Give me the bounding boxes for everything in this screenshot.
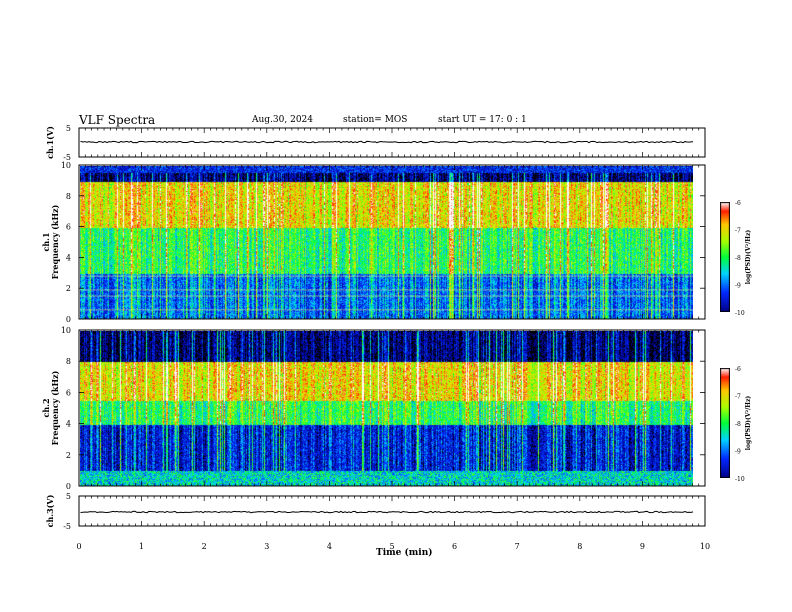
x-axis-label: Time (min): [376, 548, 433, 558]
y-axis-label: ch.2: [41, 398, 51, 417]
ch1-voltage-trace: [80, 140, 694, 144]
y-tick-label: 8: [66, 357, 71, 366]
y-axis-label: ch.3(V): [45, 494, 55, 527]
x-tick-label: 4: [327, 542, 332, 551]
ch2-spectrogram-image: [80, 331, 693, 486]
colorbar-tick-label: -8: [735, 421, 741, 428]
x-tick-label: 3: [264, 542, 269, 551]
ch3-voltage-trace: [80, 510, 694, 514]
colorbar-tick-label: -10: [735, 476, 745, 483]
y-tick-label: 10: [61, 161, 71, 170]
y-tick-label: -5: [63, 153, 71, 162]
colorbar-ch2: [720, 368, 730, 478]
y-axis-label: Frequency (kHz): [50, 204, 60, 279]
x-tick-label: 5: [389, 542, 394, 551]
colorbar-tick-label: -9: [735, 449, 741, 456]
colorbar-tick-label: -10: [735, 310, 745, 317]
x-tick-label: 10: [700, 542, 710, 551]
x-tick-label: 0: [76, 542, 81, 551]
y-tick-label: 8: [66, 192, 71, 201]
x-tick-label: 1: [139, 542, 144, 551]
y-axis-label: Frequency (kHz): [50, 370, 60, 445]
y-tick-label: 5: [66, 492, 71, 501]
colorbar-tick-label: -6: [735, 200, 741, 207]
colorbar-label: log(PSD)(V²/Hz): [745, 230, 752, 285]
y-tick-label: 4: [66, 420, 71, 429]
chart-title: VLF Spectra: [79, 113, 156, 127]
y-axis-label: ch.1(V): [45, 126, 55, 159]
colorbar-tick-label: -9: [735, 283, 741, 290]
y-tick-label: 0: [66, 315, 71, 324]
x-tick-label: 7: [515, 542, 520, 551]
ch1-spectrogram-image: [80, 166, 693, 319]
y-tick-label: 2: [66, 284, 71, 293]
colorbar-tick-label: -6: [735, 366, 741, 373]
y-tick-label: 10: [61, 326, 71, 335]
x-tick-label: 2: [202, 542, 207, 551]
x-tick-label: 9: [640, 542, 645, 551]
date-label: Aug.30, 2024: [252, 115, 313, 125]
y-tick-label: 6: [66, 388, 71, 397]
y-axis-label: ch.1: [41, 232, 51, 251]
x-tick-label: 6: [452, 542, 457, 551]
colorbar-tick-label: -8: [735, 255, 741, 262]
colorbar-ch1: [720, 202, 730, 312]
y-tick-label: -5: [63, 522, 71, 531]
colorbar-tick-label: -7: [735, 394, 741, 401]
x-tick-label: 8: [577, 542, 582, 551]
y-tick-label: 0: [66, 482, 71, 491]
colorbar-tick-label: -7: [735, 228, 741, 235]
y-tick-label: 5: [66, 124, 71, 133]
y-tick-label: 2: [66, 451, 71, 460]
y-tick-label: 4: [66, 253, 71, 262]
colorbar-label: log(PSD)(V²/Hz): [745, 396, 752, 451]
station-label: station= MOS: [343, 115, 408, 125]
y-tick-label: 6: [66, 223, 71, 232]
start-time-label: start UT = 17: 0 : 1: [438, 115, 527, 125]
